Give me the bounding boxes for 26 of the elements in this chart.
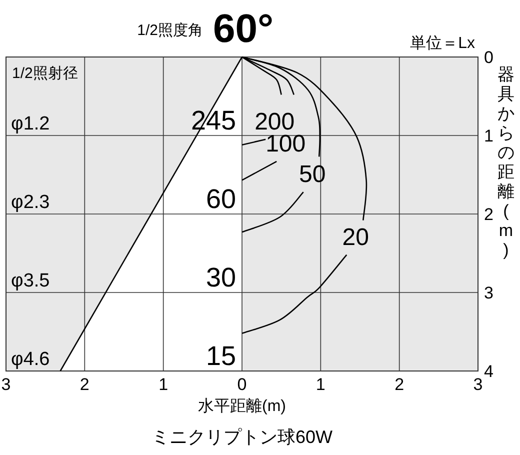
y-axis-title: 器具からの距離(m) [498,65,514,260]
annotation: 1/2照射径 [12,65,78,82]
series-label: 20 [342,224,369,251]
annotation: φ1.2 [11,114,50,134]
y-tick-label: 0 [484,48,494,67]
annotation: φ4.6 [11,349,50,370]
x-tick-label: 0 [237,375,247,394]
x-tick-label: 2 [80,375,90,394]
annotation: 15 [206,341,236,371]
text: 単位＝Lx [410,35,475,52]
y-tick-label: 2 [484,205,494,224]
annotation: 30 [206,262,236,292]
y-tick-label: 3 [484,284,494,302]
x-tick-label: 1 [158,375,168,394]
text: 1/2照度角 [137,22,203,39]
text: ミニクリプトン球60W [151,427,333,447]
annotation: φ3.5 [11,270,50,292]
annotation: 60 [206,184,236,214]
x-tick-label: 1 [316,375,326,394]
x-tick-label: 3 [1,375,11,394]
y-tick-label: 1 [484,126,494,146]
x-tick-label: 2 [394,375,404,394]
chart-title: 60° [213,7,274,51]
y-tick-label: 4 [484,362,494,381]
x-axis-title: 水平距離(m) [198,397,286,415]
annotation: φ2.3 [11,192,50,213]
